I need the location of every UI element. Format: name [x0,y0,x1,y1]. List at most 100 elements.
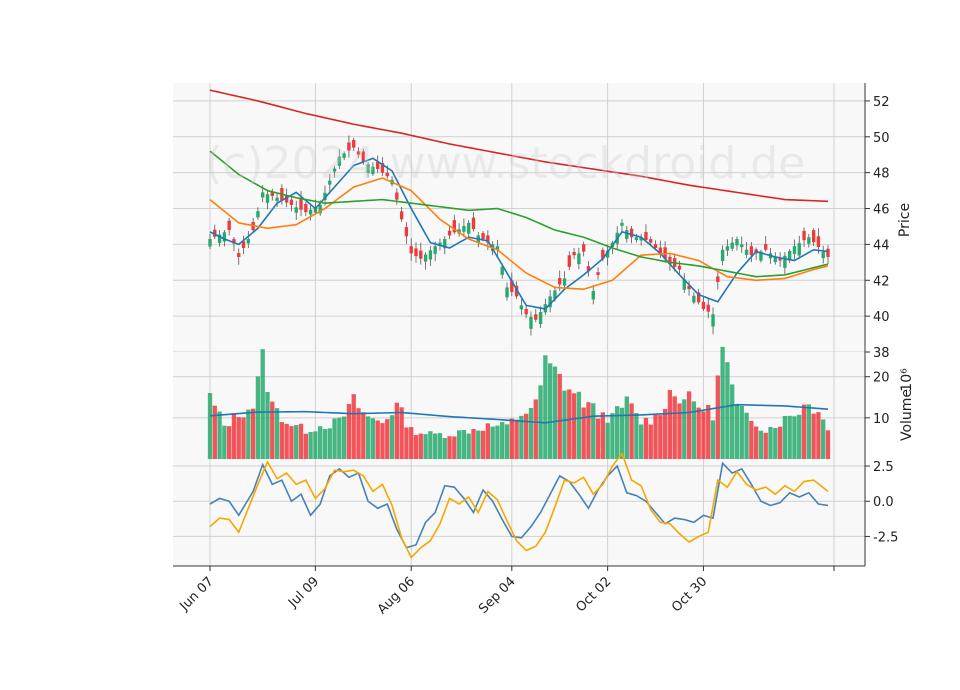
price-tick-label: 46 [873,203,890,218]
volume-bar [753,426,759,459]
candle-body [682,279,686,290]
volume-bar [418,433,423,459]
volume-bar [246,409,251,459]
candle-body [677,265,682,270]
price-tick-label: 42 [873,274,890,289]
volume-bar [227,426,232,459]
candle-body [558,278,562,285]
volume-bar [207,393,213,459]
volume-bar [782,415,788,459]
volume-bar [816,412,821,459]
candle-body [385,172,389,177]
volume-bar [212,405,217,459]
volume-bar [643,417,649,459]
candle-body [562,278,567,286]
oscillator-line-osc-b [209,451,829,559]
volume-bar [624,396,629,459]
volume-axis-exponent: 10⁶ [899,368,915,392]
volume-bar [255,376,261,459]
price-panel-bg [173,83,865,352]
volume-bar [696,407,701,459]
candle-body [433,246,437,254]
candle-body [529,317,533,329]
candle-body [706,304,710,312]
volume-bar [332,418,337,459]
price-panel: 38 40 42 44 46 48 50 52 [173,83,890,361]
volume-bar [433,433,438,459]
candle-body [519,305,524,310]
candle-body [725,246,730,251]
volume-bar [691,401,697,459]
volume-bar [591,403,596,459]
volume-bar [318,426,323,459]
volume-panel: 10 20 [173,346,890,459]
x-tick-label: Oct 02 [573,574,614,615]
candle-body [347,142,351,151]
volume-bar [648,424,653,459]
volume-bar [658,415,663,459]
candle-body [371,166,375,175]
candle-body [294,207,298,213]
candle-body [716,276,720,283]
volume-bar [576,391,582,459]
candle-body [826,248,830,257]
volume-bar [629,403,634,459]
candle-body [634,237,639,241]
volume-bar [485,423,491,459]
candle-body [318,204,322,214]
watermark: (c)2024 www.stockdroid.de [205,138,805,189]
candle-body [649,239,653,243]
candle-body [380,162,385,173]
volume-bar [222,425,227,459]
volume-bar [825,430,831,459]
volume-bar [547,363,553,459]
candle-body [447,230,452,236]
candle-body [270,191,274,196]
candle-body [720,249,725,262]
volume-bar [519,415,524,459]
candle-body [586,266,591,272]
candle-body [629,228,634,238]
candle-body [414,248,418,257]
candle-body [811,230,816,243]
candle-body [644,232,648,240]
oscillator-panel-bg [173,459,865,566]
volume-bar [773,428,778,459]
candle-body [572,251,576,256]
volume-bar [452,436,457,459]
candle-body [361,151,365,162]
volume-bar [749,420,754,459]
volume-bar [615,406,620,459]
ma-line-ma-long [209,89,829,203]
volume-bar [298,423,304,459]
volume-bar [500,421,505,459]
candle-body [505,287,509,298]
candle-body [241,241,246,248]
candle-body [308,209,313,215]
candle-body [591,291,595,300]
volume-bar [720,346,725,459]
volume-bar [284,423,289,459]
volume-bar [389,415,395,459]
volume-bar [303,433,308,459]
candle-body [759,251,763,261]
volume-bar [351,394,356,459]
candle-body [553,290,557,300]
x-tick-label: Jul 09 [285,574,322,611]
candle-body [567,255,571,267]
candle-body [471,217,476,230]
volume-bar [639,424,644,459]
candle-body [510,280,514,292]
volume-bar [365,416,371,459]
volume-bar [682,399,687,459]
volume-bar [821,419,826,459]
volume-bar [552,366,558,459]
volume-bar [768,426,773,459]
price-axis-label: Price [897,203,913,237]
volume-bar [557,373,562,459]
candle-body [581,244,586,252]
volume-bar [217,411,222,459]
volume-bar [394,402,399,459]
candle-body [428,250,433,260]
